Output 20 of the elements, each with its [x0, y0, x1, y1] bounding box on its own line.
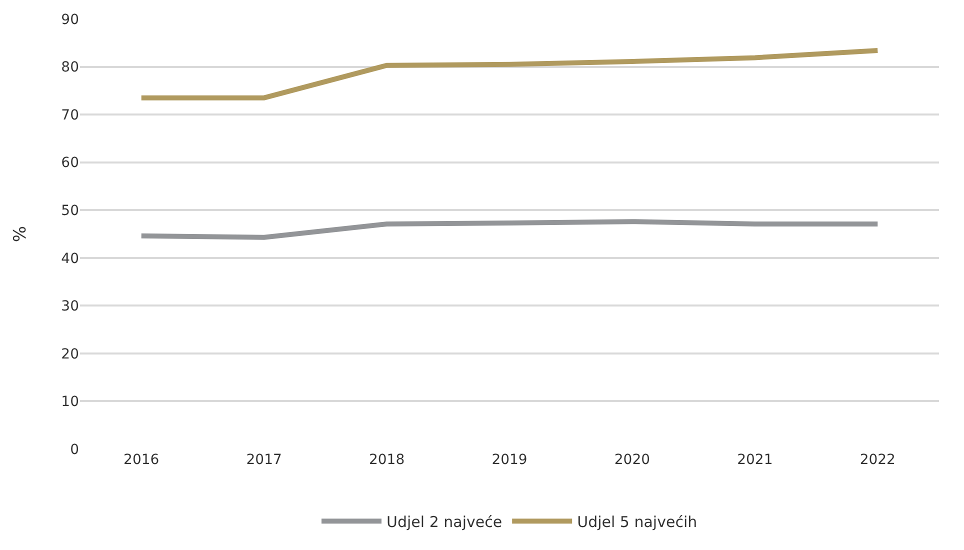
y-tick-label: 30	[61, 298, 79, 315]
x-tick-label: 2017	[246, 452, 282, 468]
y-tick-label: 50	[61, 203, 79, 220]
y-tick-label: 10	[61, 394, 79, 410]
legend-label: Udjel 5 najvećih	[577, 513, 698, 531]
x-tick-label: 2019	[492, 452, 528, 468]
y-tick-label: 20	[61, 346, 79, 362]
x-tick-label: 2016	[124, 452, 160, 468]
y-tick-label: 90	[61, 12, 79, 28]
x-tick-label: 2022	[860, 452, 896, 468]
y-axis-title: %	[10, 226, 31, 242]
x-tick-label: 2018	[368, 452, 405, 468]
x-tick-label: 2020	[614, 452, 650, 468]
x-tick-label: 2021	[737, 452, 773, 468]
y-tick-label: 60	[61, 155, 79, 172]
y-tick-label: 70	[61, 107, 79, 124]
legend-label: Udjel 2 najveće	[386, 513, 502, 531]
y-tick-label: 40	[61, 250, 79, 267]
y-tick-label: 80	[61, 60, 79, 76]
y-tick-label: 0	[70, 442, 79, 458]
